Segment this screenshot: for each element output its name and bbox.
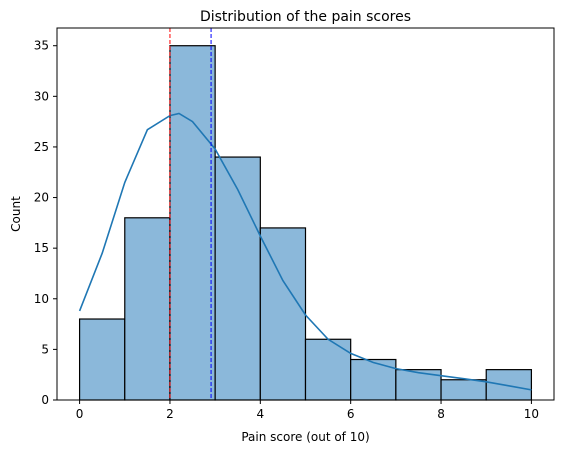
y-tick-label-5: 25	[34, 140, 49, 154]
x-tick-label-2: 4	[256, 407, 264, 421]
histogram-bar-6	[351, 360, 396, 400]
histogram-bar-4	[260, 228, 305, 400]
x-ticks-layer: 0 2 4 6 8 10	[76, 400, 539, 421]
x-tick-label-1: 2	[166, 407, 174, 421]
histogram-bar-2	[170, 46, 215, 400]
histogram-bar-8	[441, 380, 486, 400]
x-tick-label-3: 6	[347, 407, 355, 421]
y-tick-label-0: 0	[41, 393, 49, 407]
y-tick-label-6: 30	[34, 89, 49, 103]
histogram-bar-3	[215, 157, 260, 400]
y-tick-label-4: 20	[34, 191, 49, 205]
histogram-bar-0	[80, 319, 125, 400]
bars-layer	[80, 46, 532, 400]
y-tick-label-1: 5	[41, 342, 49, 356]
x-tick-label-0: 0	[76, 407, 84, 421]
y-axis-label: Count	[9, 196, 23, 232]
y-tick-label-2: 10	[34, 292, 49, 306]
x-axis-label: Pain score (out of 10)	[241, 430, 369, 444]
x-tick-label-4: 8	[437, 407, 445, 421]
histogram-bar-1	[125, 218, 170, 400]
y-tick-label-7: 35	[34, 39, 49, 53]
histogram-bar-9	[486, 370, 531, 400]
x-tick-label-5: 10	[524, 407, 539, 421]
y-ticks-layer: 0 5 10 15 20 25 30 35	[34, 39, 57, 407]
y-tick-label-3: 15	[34, 241, 49, 255]
chart-title: Distribution of the pain scores	[200, 9, 411, 25]
